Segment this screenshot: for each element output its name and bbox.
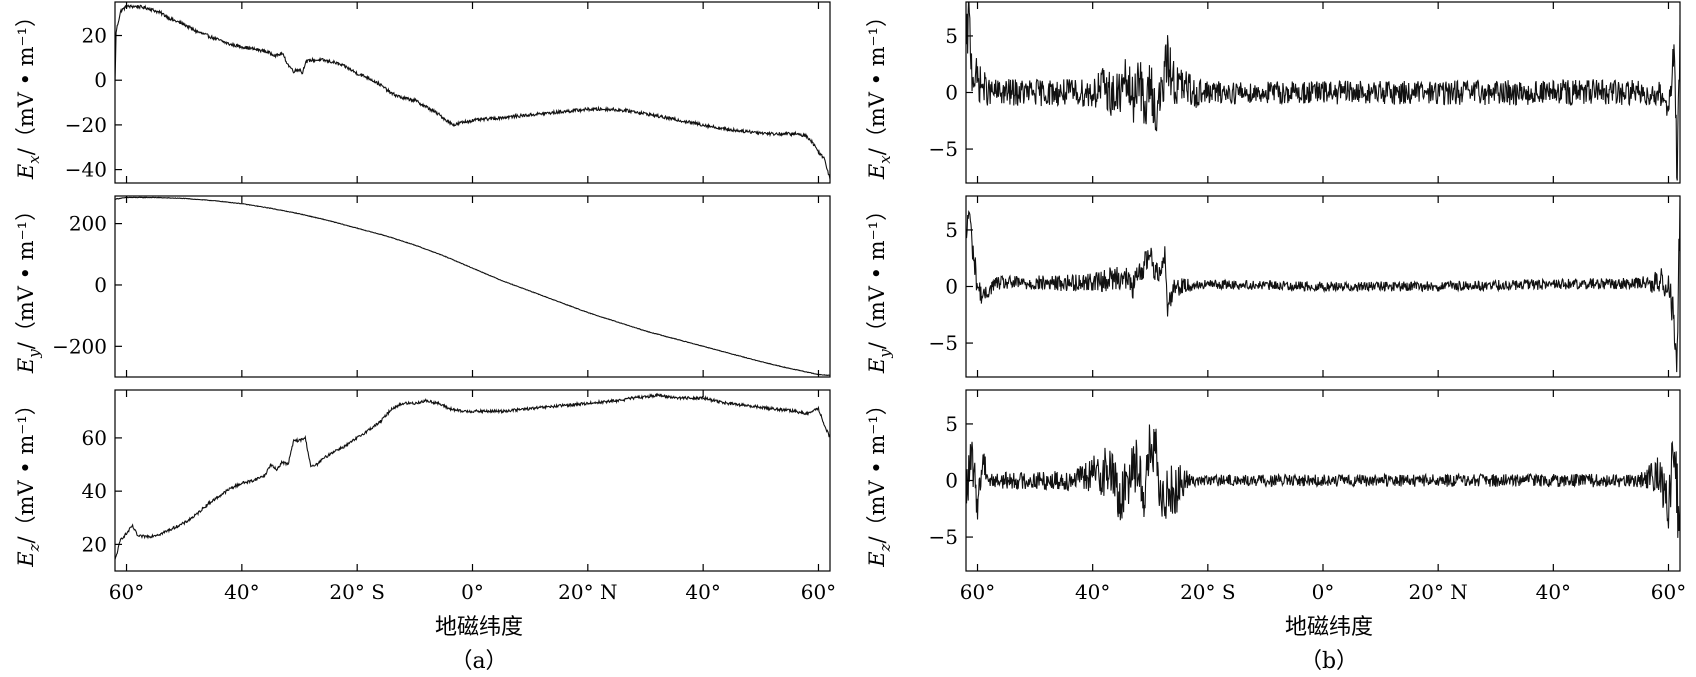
chart-panel-b-ez: 5 0 −5 60° 40° 20° S 0° 20° N 40° 60° Ez/（mV • m⁻¹… bbox=[865, 389, 1686, 604]
y-tick-label-a-ex-3: −40 bbox=[65, 158, 107, 182]
y-axis-label-symbol-a-ey: E bbox=[14, 358, 38, 374]
y-axis-label-subscript-a-ex: x bbox=[25, 155, 43, 164]
y-axis-label-subscript-a-ez: z bbox=[25, 543, 43, 552]
plot-frame-a-ez bbox=[114, 389, 831, 572]
x-tick-label-a-ez-5: 40° bbox=[685, 580, 720, 604]
x-tick-label-b-ez-1: 40° bbox=[1075, 580, 1110, 604]
x-tick-label-a-ez-1: 40° bbox=[224, 580, 259, 604]
chart-panel-a-ey: 200 0 −200 Ey/（mV • m⁻¹） bbox=[14, 195, 831, 378]
y-axis-label-a-ey: Ey/（mV • m⁻¹） bbox=[14, 200, 43, 374]
y-tick-label-a-ey-1: 0 bbox=[94, 273, 107, 297]
chart-panel-a-ex: 20 0 −20 −40 Ex/（mV • m⁻¹） bbox=[14, 1, 831, 184]
series-line-a-ey bbox=[115, 196, 830, 377]
y-tick-label-b-ez-0: 5 bbox=[945, 412, 958, 436]
y-axis-label-b-ez: Ez/（mV • m⁻¹） bbox=[865, 394, 894, 568]
y-axis-label-symbol-a-ex: E bbox=[14, 164, 38, 180]
x-tick-label-b-ez-6: 60° bbox=[1651, 580, 1686, 604]
y-tick-label-a-ez-1: 40 bbox=[82, 479, 107, 503]
x-tick-label-b-ez-0: 60° bbox=[960, 580, 995, 604]
series-line-b-ex bbox=[966, 2, 1680, 181]
y-axis-label-unit-a-ey: /（mV • m⁻¹） bbox=[14, 200, 38, 349]
y-tick-label-a-ex-1: 0 bbox=[94, 68, 107, 92]
plot-frame-a-ex bbox=[114, 1, 831, 184]
y-axis-label-subscript-a-ey: y bbox=[25, 349, 43, 359]
y-tick-label-a-ex-2: −20 bbox=[65, 113, 107, 137]
y-axis-label-subscript-b-ey: y bbox=[876, 349, 894, 359]
y-tick-label-b-ex-2: −5 bbox=[929, 137, 958, 161]
x-tick-label-b-ez-4: 20° N bbox=[1409, 580, 1468, 604]
y-axis-label-b-ey: Ey/（mV • m⁻¹） bbox=[865, 200, 894, 374]
y-axis-label-unit-b-ex: /（mV • m⁻¹） bbox=[865, 6, 889, 155]
y-axis-label-symbol-b-ey: E bbox=[865, 358, 889, 374]
y-axis-label-subscript-b-ez: z bbox=[876, 543, 894, 552]
y-tick-label-b-ey-2: −5 bbox=[929, 331, 958, 355]
y-axis-label-unit-b-ey: /（mV • m⁻¹） bbox=[865, 200, 889, 349]
y-tick-label-b-ez-2: −5 bbox=[929, 525, 958, 549]
y-axis-label-unit-a-ex: /（mV • m⁻¹） bbox=[14, 6, 38, 155]
y-axis-label-b-ex: Ex/（mV • m⁻¹） bbox=[865, 6, 894, 180]
y-tick-label-b-ey-0: 5 bbox=[945, 218, 958, 242]
x-axis-label-b: 地磁纬度 bbox=[1285, 615, 1373, 640]
y-axis-label-unit-a-ez: /（mV • m⁻¹） bbox=[14, 394, 38, 543]
x-tick-label-b-ez-5: 40° bbox=[1536, 580, 1571, 604]
y-tick-label-a-ez-0: 60 bbox=[82, 426, 107, 450]
series-line-b-ey bbox=[966, 199, 1680, 373]
panel-caption-a: （a） bbox=[450, 649, 507, 674]
y-tick-label-b-ex-0: 5 bbox=[945, 24, 958, 48]
y-tick-label-a-ey-2: −200 bbox=[52, 334, 107, 358]
x-tick-label-a-ez-2: 20° S bbox=[329, 580, 385, 604]
series-line-a-ez bbox=[115, 392, 830, 560]
y-axis-label-a-ex: Ex/（mV • m⁻¹） bbox=[14, 6, 43, 180]
x-tick-label-b-ez-3: 0° bbox=[1312, 580, 1335, 604]
y-tick-label-a-ex-0: 20 bbox=[82, 24, 107, 48]
x-tick-label-a-ez-4: 20° N bbox=[558, 580, 617, 604]
x-tick-label-b-ez-2: 20° S bbox=[1180, 580, 1236, 604]
y-axis-label-symbol-a-ez: E bbox=[14, 551, 38, 567]
y-axis-label-a-ez: Ez/（mV • m⁻¹） bbox=[14, 394, 43, 568]
y-axis-label-unit-b-ez: /（mV • m⁻¹） bbox=[865, 394, 889, 543]
y-tick-label-a-ey-0: 200 bbox=[69, 212, 107, 236]
panel-caption-b: （b） bbox=[1300, 649, 1358, 674]
series-line-a-ex bbox=[115, 4, 830, 180]
y-axis-label-subscript-b-ex: x bbox=[876, 155, 894, 164]
y-tick-label-a-ez-2: 20 bbox=[82, 532, 107, 556]
y-tick-label-b-ez-1: 0 bbox=[945, 469, 958, 493]
y-axis-label-symbol-b-ex: E bbox=[865, 164, 889, 180]
series-line-b-ez bbox=[966, 424, 1680, 538]
x-tick-label-a-ez-3: 0° bbox=[461, 580, 484, 604]
chart-panel-b-ey: 5 0 −5 Ey/（mV • m⁻¹） bbox=[865, 195, 1681, 378]
y-axis-label-symbol-b-ez: E bbox=[865, 551, 889, 567]
y-tick-label-b-ex-1: 0 bbox=[945, 81, 958, 105]
plot-frame-a-ey bbox=[114, 195, 831, 378]
x-tick-label-a-ez-6: 60° bbox=[801, 580, 836, 604]
chart-panel-b-ex: 5 0 −5 Ex/（mV • m⁻¹） bbox=[865, 1, 1681, 184]
x-axis-label-a: 地磁纬度 bbox=[435, 615, 523, 640]
x-tick-label-a-ez-0: 60° bbox=[109, 580, 144, 604]
y-tick-label-b-ey-1: 0 bbox=[945, 275, 958, 299]
